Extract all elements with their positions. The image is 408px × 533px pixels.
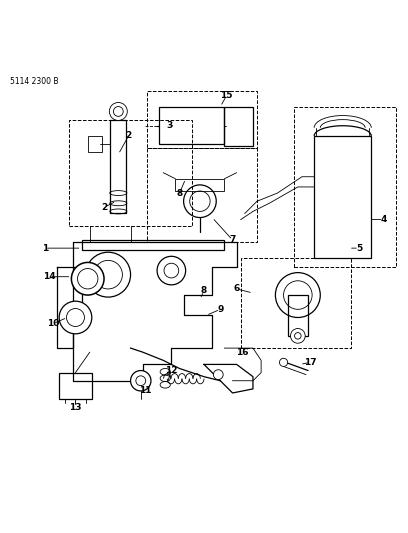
Circle shape xyxy=(94,261,122,289)
Circle shape xyxy=(190,191,210,212)
Text: 12: 12 xyxy=(165,366,177,375)
Bar xyxy=(241,259,351,348)
Text: 4: 4 xyxy=(380,215,387,224)
Text: 8: 8 xyxy=(201,286,207,295)
Circle shape xyxy=(164,263,179,278)
Circle shape xyxy=(131,370,151,391)
Circle shape xyxy=(59,301,92,334)
Circle shape xyxy=(113,107,123,116)
Text: 1: 1 xyxy=(42,244,48,253)
Text: 17: 17 xyxy=(304,358,316,367)
Circle shape xyxy=(157,256,186,285)
Bar xyxy=(159,107,224,144)
Circle shape xyxy=(290,328,305,343)
Text: 5114 2300 B: 5114 2300 B xyxy=(10,77,59,86)
Circle shape xyxy=(184,185,216,217)
Text: 14: 14 xyxy=(43,272,55,281)
Circle shape xyxy=(71,262,104,295)
Text: 8: 8 xyxy=(176,189,183,198)
Bar xyxy=(147,91,257,148)
Bar xyxy=(294,107,396,266)
Bar xyxy=(175,179,224,191)
Circle shape xyxy=(284,281,312,309)
Bar xyxy=(224,107,253,146)
Text: 7: 7 xyxy=(229,236,236,245)
Text: 9: 9 xyxy=(217,305,224,314)
Text: 6: 6 xyxy=(233,285,240,294)
Circle shape xyxy=(275,272,320,318)
Circle shape xyxy=(78,269,98,289)
Text: 5: 5 xyxy=(356,244,362,253)
Text: 15: 15 xyxy=(220,92,233,100)
Circle shape xyxy=(136,376,146,386)
Circle shape xyxy=(67,309,84,327)
Bar xyxy=(314,136,371,259)
Bar xyxy=(288,295,308,336)
Bar xyxy=(88,136,102,152)
Text: 3: 3 xyxy=(166,121,173,130)
Text: 11: 11 xyxy=(139,386,151,395)
Circle shape xyxy=(109,102,127,120)
Circle shape xyxy=(213,370,223,379)
Circle shape xyxy=(295,333,301,339)
Text: 10: 10 xyxy=(47,319,59,328)
Text: 13: 13 xyxy=(69,403,82,412)
Circle shape xyxy=(86,252,131,297)
Bar xyxy=(82,240,224,250)
Bar xyxy=(147,148,257,242)
Circle shape xyxy=(279,358,288,367)
Text: 16: 16 xyxy=(237,348,249,357)
Bar xyxy=(69,119,192,225)
Text: 2: 2 xyxy=(101,203,107,212)
Bar xyxy=(59,373,92,399)
Text: 2: 2 xyxy=(125,132,132,140)
